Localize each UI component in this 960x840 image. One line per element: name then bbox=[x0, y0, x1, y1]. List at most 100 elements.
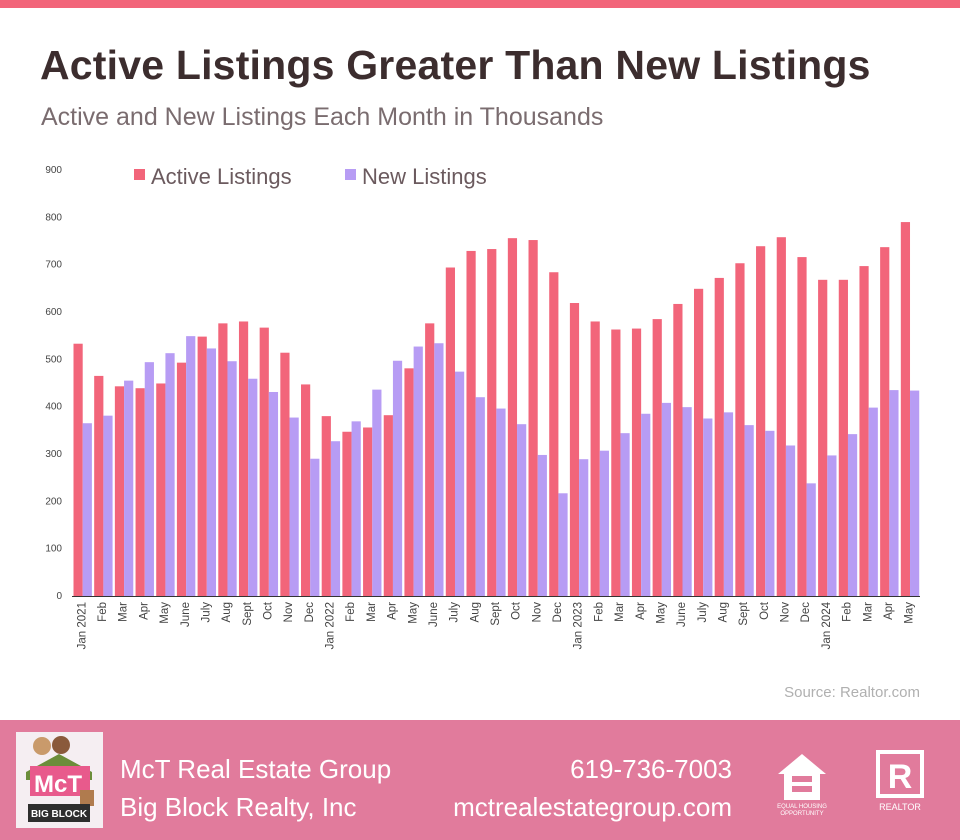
bar-active-listings bbox=[776, 237, 786, 596]
x-tick-label: Feb bbox=[842, 602, 854, 622]
realtor-icon: R REALTOR bbox=[876, 750, 924, 812]
bar-active-listings bbox=[259, 327, 269, 596]
bar-active-listings bbox=[425, 323, 435, 596]
bar-new-listings bbox=[165, 353, 175, 596]
bar-new-listings bbox=[682, 407, 692, 596]
bar-new-listings bbox=[475, 397, 485, 596]
x-tick-label: May bbox=[159, 602, 171, 624]
bar-active-listings bbox=[156, 383, 166, 596]
x-tick-label: Sept bbox=[738, 601, 750, 625]
bar-new-listings bbox=[827, 455, 837, 596]
bar-new-listings bbox=[82, 423, 92, 596]
bar-active-listings bbox=[611, 329, 621, 596]
bar-active-listings bbox=[114, 386, 125, 596]
y-tick-label: 700 bbox=[45, 260, 62, 271]
x-tick-label: July bbox=[200, 602, 212, 623]
x-tick-label: Oct bbox=[262, 601, 274, 620]
bar-active-listings bbox=[445, 267, 455, 596]
bar-active-listings bbox=[735, 263, 745, 596]
chart-legend: Active Listings New Listings bbox=[134, 164, 487, 189]
svg-text:McT: McT bbox=[34, 771, 82, 798]
bar-active-listings bbox=[363, 427, 373, 596]
x-tick-label: Jan 2024 bbox=[821, 601, 833, 649]
bar-new-listings bbox=[910, 390, 920, 596]
legend-swatch bbox=[345, 169, 356, 180]
bar-new-listings bbox=[392, 360, 403, 596]
y-tick-label: 400 bbox=[45, 402, 62, 413]
bar-active-listings bbox=[859, 266, 869, 596]
source-note: Source: Realtor.com bbox=[784, 684, 920, 701]
bar-active-listings bbox=[383, 415, 393, 596]
bar-new-listings bbox=[599, 450, 609, 596]
x-tick-label: Dec bbox=[800, 602, 812, 623]
x-tick-label: Jan 2022 bbox=[325, 602, 337, 649]
bar-active-listings bbox=[838, 279, 848, 596]
bar-new-listings bbox=[289, 417, 299, 596]
x-tick-label: Nov bbox=[283, 602, 295, 623]
x-tick-label: Sept bbox=[490, 601, 502, 625]
bar-active-listings bbox=[342, 431, 352, 596]
bar-new-listings bbox=[558, 493, 568, 596]
bar-new-listings bbox=[661, 402, 672, 596]
svg-text:EQUAL HOUSING: EQUAL HOUSING bbox=[777, 804, 827, 810]
bar-new-listings bbox=[496, 408, 506, 596]
bar-active-listings bbox=[507, 238, 518, 596]
chart-bars bbox=[73, 222, 920, 597]
bar-new-listings bbox=[620, 433, 630, 596]
y-tick-label: 600 bbox=[45, 307, 62, 318]
x-tick-label: June bbox=[428, 602, 440, 627]
bar-new-listings bbox=[744, 425, 754, 596]
bar-active-listings bbox=[301, 384, 311, 596]
bar-active-listings bbox=[218, 323, 228, 596]
bar-active-listings bbox=[673, 303, 683, 596]
x-tick-label: Apr bbox=[635, 602, 647, 620]
bar-active-listings bbox=[590, 321, 600, 596]
y-tick-label: 500 bbox=[45, 354, 62, 365]
bar-active-listings bbox=[714, 277, 724, 596]
svg-text:OPPORTUNITY: OPPORTUNITY bbox=[780, 811, 823, 817]
bar-new-listings bbox=[227, 361, 237, 596]
bar-active-listings bbox=[321, 416, 331, 596]
bar-active-listings bbox=[94, 375, 104, 596]
x-tick-label: Nov bbox=[531, 602, 543, 623]
y-tick-label: 900 bbox=[45, 165, 62, 176]
bar-new-listings bbox=[889, 390, 899, 596]
x-tick-label: Mar bbox=[118, 602, 130, 622]
bar-new-listings bbox=[806, 483, 816, 596]
x-tick-label: May bbox=[407, 602, 419, 624]
x-tick-label: Aug bbox=[469, 602, 481, 622]
bar-active-listings bbox=[693, 288, 704, 596]
bar-new-listings bbox=[434, 343, 444, 596]
bar-new-listings bbox=[248, 378, 258, 596]
bar-active-listings bbox=[197, 336, 207, 596]
bar-active-listings bbox=[631, 328, 642, 596]
chart-subtitle: Active and New Listings Each Month in Th… bbox=[41, 103, 604, 131]
svg-text:BIG BLOCK: BIG BLOCK bbox=[31, 809, 88, 820]
bar-new-listings bbox=[268, 391, 279, 596]
website-link[interactable]: mctrealestategroup.com bbox=[453, 792, 732, 822]
bar-new-listings bbox=[517, 424, 527, 596]
bar-active-listings bbox=[73, 343, 83, 596]
x-tick-label: Sept bbox=[242, 601, 254, 625]
top-accent-bar bbox=[0, 0, 960, 8]
x-tick-label: Mar bbox=[366, 602, 378, 622]
legend-label: Active Listings bbox=[151, 164, 292, 189]
x-tick-label: Apr bbox=[883, 602, 895, 620]
x-tick-label: Aug bbox=[221, 602, 233, 622]
brokerage-name: Big Block Realty, Inc bbox=[120, 792, 357, 822]
x-tick-label: Feb bbox=[345, 602, 357, 622]
footer-banner: McT BIG BLOCK McT Real Estate Group Big … bbox=[0, 720, 960, 840]
bar-new-listings bbox=[124, 380, 134, 596]
x-tick-label: Feb bbox=[593, 602, 605, 622]
phone-number[interactable]: 619-736-7003 bbox=[570, 754, 732, 784]
legend-label: New Listings bbox=[362, 164, 487, 189]
y-tick-label: 200 bbox=[45, 496, 62, 507]
x-tick-label: Dec bbox=[304, 602, 316, 623]
x-tick-label: Apr bbox=[387, 602, 399, 620]
bar-active-listings bbox=[900, 222, 911, 596]
x-tick-label: Jan 2023 bbox=[573, 602, 585, 649]
bar-new-listings bbox=[310, 458, 320, 596]
bar-new-listings bbox=[351, 421, 361, 596]
bar-active-listings bbox=[797, 257, 807, 596]
bar-new-listings bbox=[330, 441, 341, 596]
